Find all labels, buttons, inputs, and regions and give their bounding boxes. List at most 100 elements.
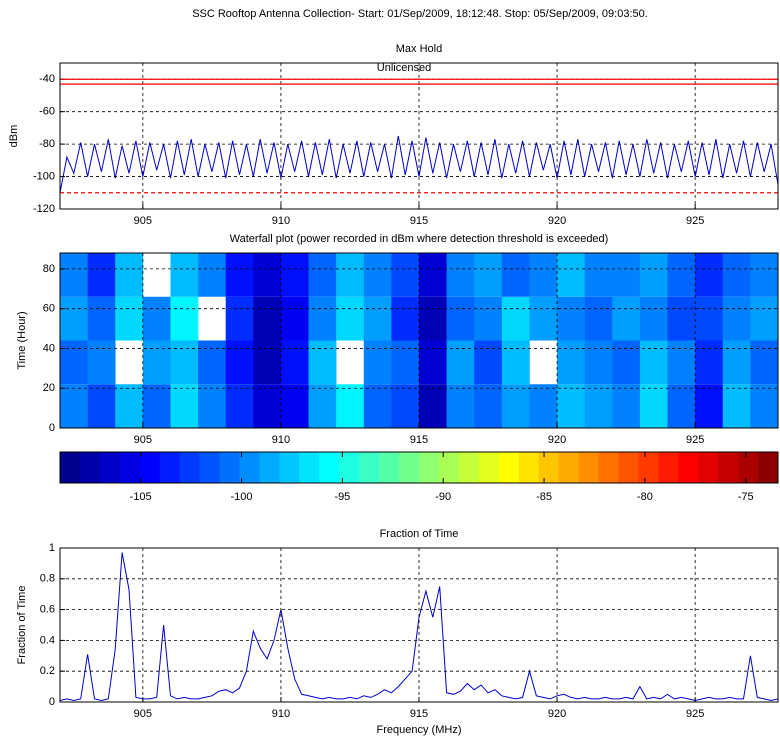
colorbar-step — [458, 452, 480, 483]
y-axis-label: Fraction of Time — [16, 586, 28, 665]
colorbar-step — [79, 452, 101, 483]
y-tick-label: 80 — [43, 263, 55, 275]
heat-cell — [612, 296, 641, 341]
colorbar-step — [598, 452, 619, 483]
plot-area — [60, 135, 778, 193]
colorbar-step — [359, 452, 380, 483]
heat-cell — [308, 340, 337, 385]
annotation: Unlicensed — [377, 62, 431, 74]
heat-cell — [446, 253, 475, 297]
y-tick-label: -100 — [33, 170, 55, 182]
heat-cell — [584, 253, 613, 297]
y-tick-label: 20 — [43, 382, 55, 394]
heat-cell — [87, 340, 116, 385]
heat-cell — [639, 296, 668, 341]
heat-cell — [695, 296, 724, 341]
axes-title: Fraction of Time — [380, 528, 459, 540]
colorbar-step — [119, 452, 141, 483]
heat-cell — [363, 296, 392, 341]
y-tick-label: 60 — [43, 303, 55, 315]
colorbar-step — [399, 452, 420, 483]
x-tick-label: 905 — [134, 434, 152, 446]
colorbar-step — [259, 452, 280, 483]
heat-cell — [419, 340, 447, 385]
colorbar-step — [239, 452, 260, 483]
y-tick-label: 1 — [49, 542, 55, 554]
colorbar-step — [638, 452, 659, 483]
axes-frame — [59, 252, 779, 429]
heat-cell — [612, 253, 641, 297]
heat-cell — [253, 384, 282, 428]
x-tick-label: 925 — [686, 708, 704, 720]
colorbar-step — [379, 452, 400, 483]
y-tick-label: -40 — [39, 73, 55, 85]
heat-cell — [198, 384, 226, 428]
x-tick-label: 910 — [272, 708, 290, 720]
colorbar-step — [578, 452, 599, 483]
heat-cell — [363, 340, 392, 385]
heat-cell — [336, 296, 365, 341]
colorbar-frame — [59, 451, 779, 484]
figure-title: SSC Rooftop Antenna Collection- Start: 0… — [192, 8, 648, 20]
heat-cell — [639, 340, 668, 385]
axes-frame — [59, 62, 779, 210]
heat-cell — [474, 384, 503, 428]
heat-cell — [639, 384, 668, 428]
x-tick-label: 915 — [410, 434, 428, 446]
heat-cell — [750, 340, 778, 385]
data-line — [60, 552, 778, 702]
heat-cell — [280, 296, 309, 341]
heat-cell — [419, 253, 447, 297]
heat-cell — [557, 253, 585, 297]
colorbar-step — [498, 452, 520, 483]
y-tick-label: 0.4 — [40, 634, 55, 646]
heat-cell — [363, 253, 392, 297]
colorbar-step — [478, 452, 500, 483]
heat-cell — [557, 384, 585, 428]
heat-cell — [60, 340, 88, 385]
heat-cell — [750, 253, 778, 297]
heat-cell — [529, 253, 558, 297]
heat-cell — [87, 253, 116, 297]
colorbar-tick-label: -105 — [130, 491, 152, 503]
heat-cell — [225, 384, 254, 428]
heat-cell — [391, 384, 420, 428]
heat-cell — [446, 340, 475, 385]
colorbar-step — [319, 452, 340, 483]
colorbar-step — [139, 452, 161, 483]
y-axis-label: Time (Hour) — [16, 311, 28, 369]
x-tick-label: 925 — [686, 215, 704, 227]
colorbar-step — [419, 452, 440, 483]
colorbar-step — [518, 452, 539, 483]
x-tick-label: 910 — [272, 215, 290, 227]
heat-cell — [280, 253, 309, 297]
y-tick-label: 0.6 — [40, 604, 55, 616]
heat-cell — [501, 384, 530, 428]
colorbar-tick-label: -90 — [435, 491, 451, 503]
heat-cell — [115, 253, 144, 297]
heat-cell — [308, 384, 337, 428]
heat-cell — [391, 340, 420, 385]
heat-cell — [225, 296, 254, 341]
colorbar-step — [738, 452, 759, 483]
x-tick-label: 905 — [134, 708, 152, 720]
colorbar-step — [538, 452, 559, 483]
heat-cell — [115, 296, 144, 341]
heat-cell — [501, 253, 530, 297]
x-tick-label: 920 — [548, 708, 566, 720]
heat-cell — [695, 253, 724, 297]
y-tick-label: -80 — [39, 138, 55, 150]
heat-cell — [253, 340, 282, 385]
colorbar-step — [60, 452, 81, 483]
colorbar-tick-label: -80 — [637, 491, 653, 503]
heat-cell — [557, 340, 585, 385]
heat-cell — [198, 340, 226, 385]
axes-title: Waterfall plot (power recorded in dBm wh… — [230, 233, 609, 245]
axes-frame — [59, 547, 779, 703]
heat-cell — [612, 340, 641, 385]
heat-cell — [722, 296, 751, 341]
colorbar-step — [758, 452, 779, 483]
heat-cell — [225, 340, 254, 385]
plot-area — [60, 552, 778, 702]
